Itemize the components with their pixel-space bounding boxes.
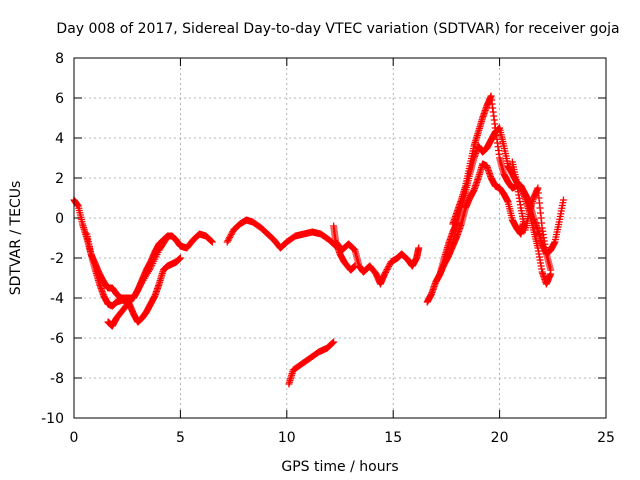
data-point-marker [208,238,216,246]
y-tick-label: -10 [41,411,64,427]
y-tick-label: -2 [50,251,64,267]
y-tick-label: 6 [55,91,64,107]
plot-frame [73,57,607,419]
data-point-marker [382,267,390,275]
data-point-marker [132,290,140,298]
series-arc-f [332,238,359,274]
grid-lines [74,58,606,418]
series-arc-g [285,338,338,388]
data-point-marker [384,264,392,272]
x-axis-label: GPS time / hours [281,459,398,475]
data-point-marker [330,338,338,346]
data-point-marker [223,238,231,246]
data-point-marker [176,254,184,262]
data-point-marker [135,284,143,292]
data-point-marker [385,263,393,270]
data-point-marker [136,283,144,290]
y-tick-label: -8 [50,371,64,387]
data-point-marker [329,339,337,347]
data-point-marker [381,269,389,276]
data-point-marker [328,340,336,347]
data-point-marker [228,229,236,237]
data-point-marker [134,286,142,293]
data-point-marker [207,237,215,244]
data-points [70,92,567,388]
y-tick-label: 2 [55,171,64,187]
series-arc-i [436,124,555,288]
data-point-marker [208,237,216,245]
series-arc-e [330,222,423,288]
series-arc-c [104,236,170,330]
data-point-marker [137,281,144,289]
x-tick-label: 0 [70,430,79,446]
series-arc-j [449,92,567,258]
data-point-marker [133,289,141,296]
x-tick-label: 20 [491,430,509,446]
axis-ticks: -10 -8 -6 -4 -2 0 2 4 6 8 0 5 10 15 20 25 [41,51,615,446]
chart-title: Day 008 of 2017, Sidereal Day-to-day VTE… [56,21,619,37]
y-tick-label: 0 [55,211,64,227]
y-tick-label: 8 [55,51,64,67]
x-tick-label: 5 [176,430,185,446]
y-tick-label: -4 [50,291,64,307]
data-point-marker [559,196,567,204]
data-point-marker [383,266,391,273]
data-point-marker [226,232,234,240]
data-point-marker [162,236,170,244]
y-tick-label: 4 [55,131,64,147]
series-arc-d [223,216,340,252]
y-tick-label: -6 [50,331,64,347]
series-arc-k [508,158,555,274]
y-axis-label: SDTVAR / TECUs [8,181,24,296]
x-tick-label: 10 [278,430,296,446]
data-point-marker [381,270,389,278]
data-point-marker [547,266,555,274]
data-point-marker [415,244,423,252]
x-tick-label: 25 [597,430,615,446]
data-point-marker [225,235,233,243]
data-point-marker [224,237,232,244]
data-point-marker [161,237,169,245]
x-tick-label: 15 [384,430,402,446]
data-point-marker [351,262,359,270]
data-point-marker [133,287,141,295]
data-point-marker [227,231,235,238]
series-arc-b [83,230,184,326]
data-point-marker [226,234,234,241]
